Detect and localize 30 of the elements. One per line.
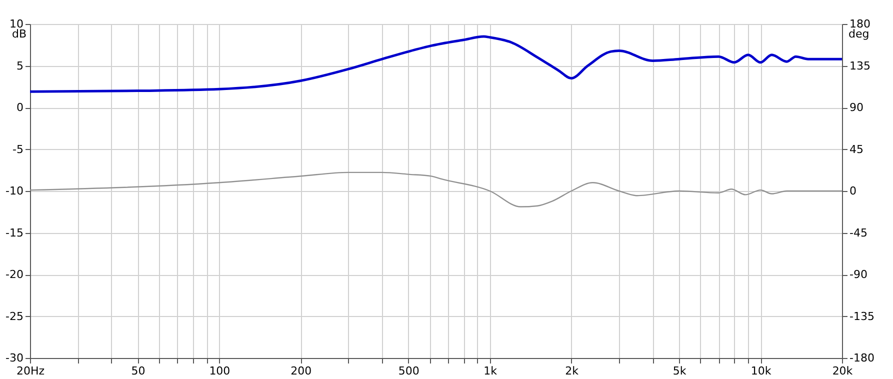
y-tick-label: -30 (6, 352, 24, 364)
x-tick-label: 2k (565, 364, 580, 378)
y2-tick-label: 90 (850, 101, 864, 114)
y-tick-label: -5 (12, 142, 24, 156)
y2-tick-label: -135 (850, 310, 874, 323)
y-tick-label: -15 (6, 226, 24, 240)
y-tick-label: -10 (6, 184, 24, 198)
x-tick-label: 1k (484, 364, 498, 378)
x-tick-label: 50 (131, 364, 146, 378)
x-tick-label: 100 (209, 364, 230, 378)
y2-axis-title: deg (848, 28, 870, 40)
y2-tick-label: 45 (850, 142, 864, 156)
y-axis-title: dB (12, 28, 26, 40)
x-tick-label: 500 (398, 364, 420, 378)
x-tick-label: 20k (832, 364, 854, 378)
x-tick-label: 20Hz (16, 364, 45, 378)
y-tick-label: -25 (6, 310, 24, 323)
x-tick-label: 5k (672, 364, 687, 378)
y-tick-label: -20 (6, 268, 24, 281)
y2-tick-label: -45 (850, 226, 868, 240)
y2-tick-label: 180 (850, 18, 870, 30)
y2-tick-label: -90 (850, 268, 868, 281)
y-tick-label: 5 (16, 59, 24, 72)
y-tick-label: 10 (10, 18, 24, 30)
x-tick-label: 10k (750, 364, 772, 378)
y-tick-label: 0 (16, 101, 24, 114)
y2-tick-label: -180 (850, 352, 874, 364)
y2-tick-label: 0 (850, 184, 856, 198)
y2-tick-label: 135 (850, 59, 870, 72)
x-tick-label: 200 (290, 364, 312, 378)
